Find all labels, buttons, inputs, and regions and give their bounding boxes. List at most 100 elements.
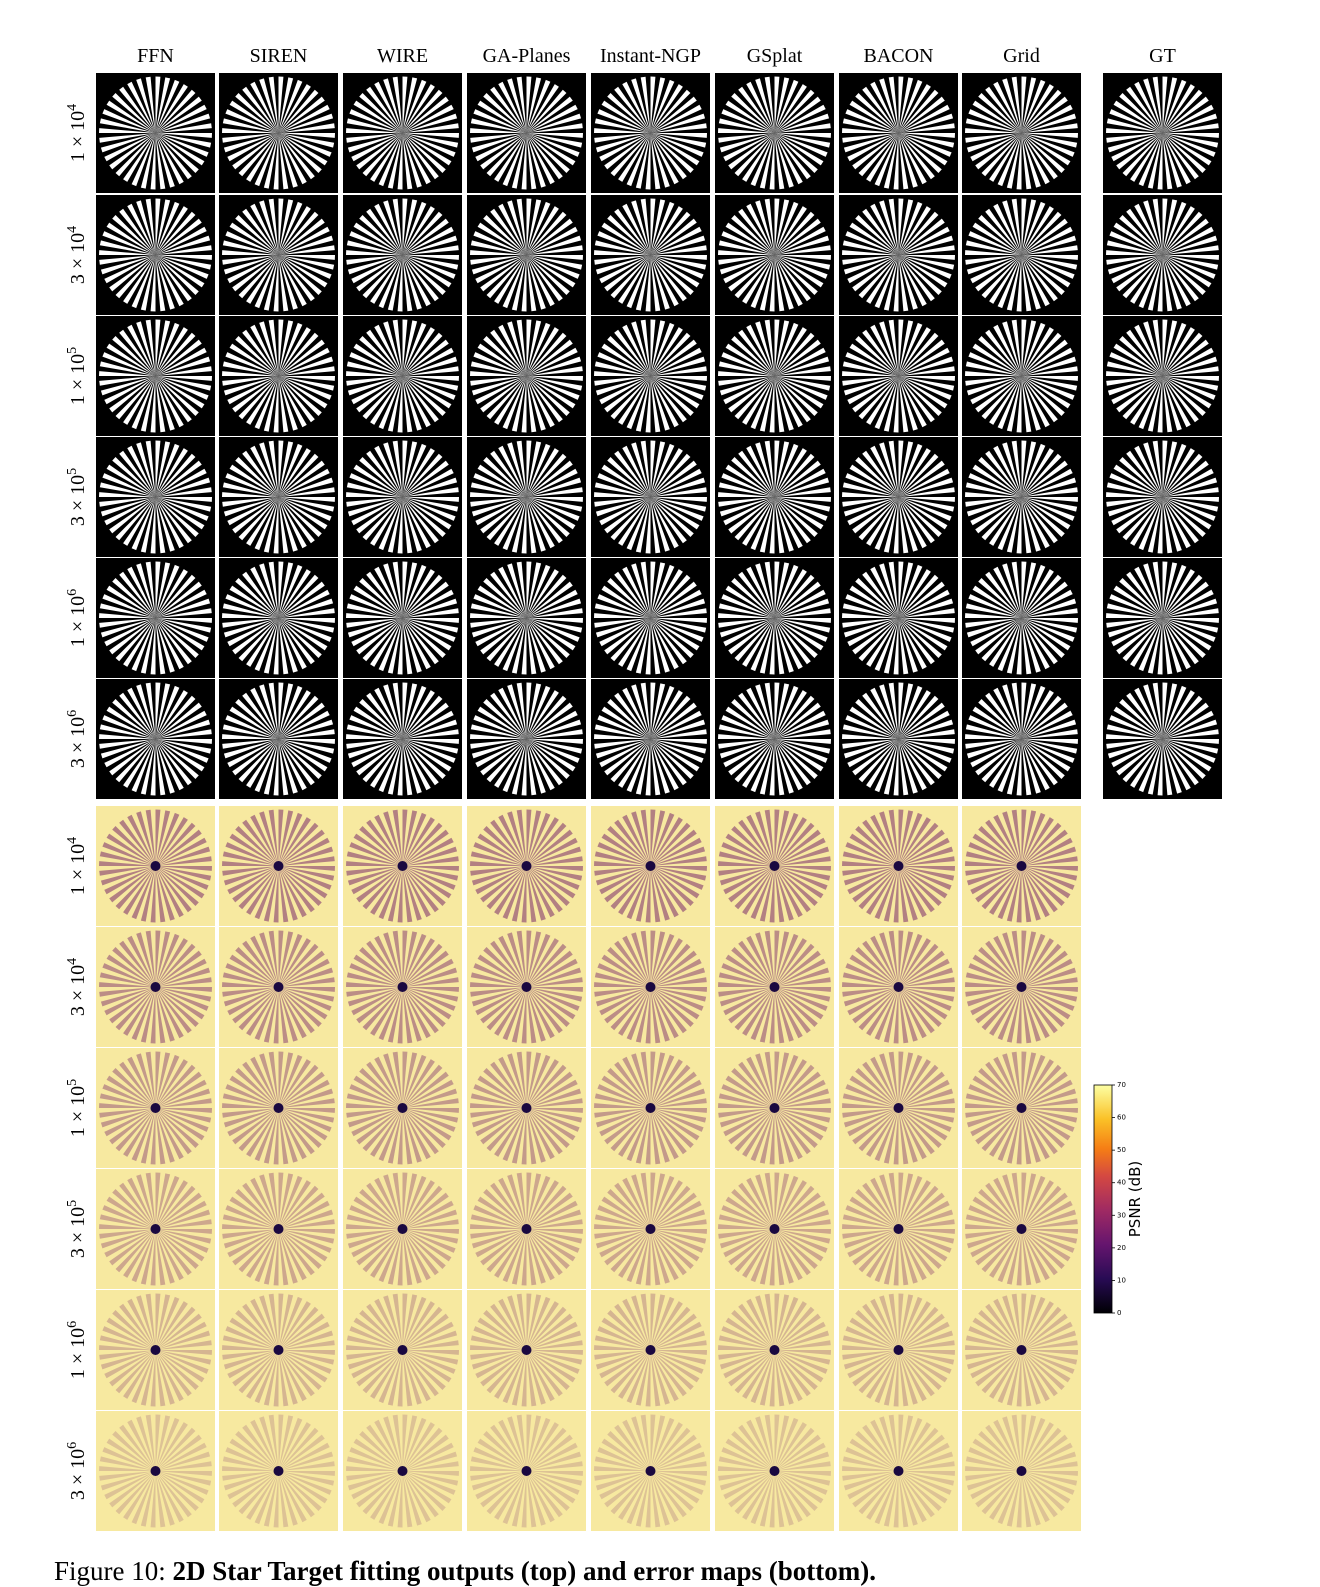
star-target <box>842 440 955 554</box>
column-header: FFN <box>137 45 174 67</box>
row-label-base: 1 × 10 <box>67 1086 89 1137</box>
error-center <box>521 1224 532 1234</box>
star-target <box>718 561 831 675</box>
colorbar-tick-label: 20 <box>1117 1244 1126 1252</box>
star-target <box>470 561 583 675</box>
error-center <box>273 982 284 992</box>
colorbar <box>1093 1084 1113 1314</box>
caption: Figure 10: 2D Star Target fitting output… <box>54 1556 876 1586</box>
error-center <box>645 861 656 871</box>
row-label-exp: 5 <box>65 1079 80 1086</box>
row-label-exp: 5 <box>65 468 80 475</box>
row-label-base: 3 × 10 <box>67 717 89 768</box>
error-center <box>397 982 408 992</box>
error-center <box>893 1224 904 1234</box>
error-center <box>397 1345 408 1355</box>
star-target <box>842 682 955 796</box>
error-center <box>273 1345 284 1355</box>
star-target <box>470 319 583 433</box>
error-center <box>397 1103 408 1113</box>
column-header: SIREN <box>250 45 308 67</box>
error-center <box>769 982 780 992</box>
row-label-base: 1 × 10 <box>67 354 89 405</box>
star-target <box>842 561 955 675</box>
error-center <box>521 861 532 871</box>
column-header: GA-Planes <box>483 45 571 67</box>
colorbar-tick-label: 10 <box>1117 1276 1126 1284</box>
error-center <box>893 1103 904 1113</box>
error-center <box>150 1224 161 1234</box>
star-target <box>594 561 707 675</box>
row-label-exp: 5 <box>65 347 80 354</box>
row-label-base: 1 × 10 <box>67 111 89 162</box>
star-target <box>346 561 459 675</box>
error-center <box>273 861 284 871</box>
error-center <box>150 1345 161 1355</box>
star-target <box>594 682 707 796</box>
error-center <box>1016 861 1027 871</box>
row-label-base: 3 × 10 <box>67 233 89 284</box>
star-target <box>346 440 459 554</box>
error-center <box>893 1345 904 1355</box>
error-center <box>1016 1466 1027 1476</box>
column-header: BACON <box>863 45 933 67</box>
row-label-base: 3 × 10 <box>67 965 89 1016</box>
row-label-exp: 5 <box>65 1200 80 1207</box>
star-target <box>594 440 707 554</box>
error-center <box>645 982 656 992</box>
error-center <box>521 1466 532 1476</box>
error-center <box>521 982 532 992</box>
row-label-base: 1 × 10 <box>67 596 89 647</box>
row-label: 3 × 105 <box>65 1200 89 1258</box>
star-target <box>346 682 459 796</box>
error-center <box>273 1103 284 1113</box>
row-label-exp: 6 <box>65 1442 80 1449</box>
column-header: WIRE <box>377 45 428 67</box>
error-center <box>150 1103 161 1113</box>
error-center <box>769 1103 780 1113</box>
colorbar-tick-label: 30 <box>1117 1211 1126 1219</box>
error-center <box>521 1103 532 1113</box>
row-label: 3 × 104 <box>65 226 89 284</box>
row-label-base: 3 × 10 <box>67 475 89 526</box>
row-label-exp: 6 <box>65 589 80 596</box>
error-center <box>521 1345 532 1355</box>
row-label: 1 × 105 <box>65 1079 89 1137</box>
error-center <box>893 982 904 992</box>
row-label-exp: 4 <box>65 837 80 844</box>
star-target <box>842 319 955 433</box>
row-label: 1 × 104 <box>65 104 89 162</box>
error-center <box>150 861 161 871</box>
error-center <box>645 1103 656 1113</box>
row-label-base: 3 × 10 <box>67 1449 89 1500</box>
star-target <box>346 319 459 433</box>
error-center <box>397 861 408 871</box>
error-center <box>397 1466 408 1476</box>
row-label-exp: 4 <box>65 104 80 111</box>
column-header: Grid <box>1003 45 1040 67</box>
error-center <box>769 1466 780 1476</box>
error-center <box>645 1224 656 1234</box>
star-target <box>470 440 583 554</box>
colorbar-tick-label: 0 <box>1117 1309 1121 1317</box>
star-target <box>718 440 831 554</box>
error-center <box>273 1224 284 1234</box>
error-center <box>273 1466 284 1476</box>
error-center <box>150 982 161 992</box>
row-label: 3 × 104 <box>65 958 89 1016</box>
error-center <box>1016 1103 1027 1113</box>
row-label-base: 1 × 10 <box>67 844 89 895</box>
error-center <box>1016 1345 1027 1355</box>
error-center <box>645 1466 656 1476</box>
row-label-base: 3 × 10 <box>67 1207 89 1258</box>
error-center <box>893 1466 904 1476</box>
error-center <box>150 1466 161 1476</box>
row-label: 1 × 104 <box>65 837 89 895</box>
error-center <box>645 1345 656 1355</box>
row-label-base: 1 × 10 <box>67 1328 89 1379</box>
colorbar-tick-label: 60 <box>1117 1114 1126 1122</box>
star-target <box>594 319 707 433</box>
error-center <box>893 861 904 871</box>
row-label: 3 × 105 <box>65 468 89 526</box>
